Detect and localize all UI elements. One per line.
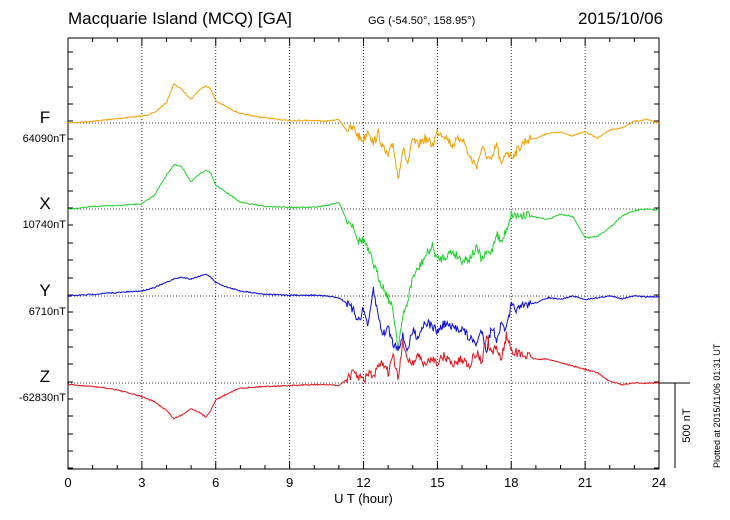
x-tick-label: 12	[356, 475, 370, 490]
x-tick-label: 3	[138, 475, 145, 490]
x-tick-label: 18	[504, 475, 518, 490]
series-line-y	[67, 273, 660, 354]
channel-label-f: F	[39, 108, 51, 127]
series-line-z	[67, 331, 659, 420]
x-tick-label: 0	[64, 475, 71, 490]
scale-bar-label: 500 nT	[681, 408, 693, 443]
baseline-label-x: 10740nT	[22, 219, 66, 231]
baseline-label-z: -62830nT	[18, 392, 66, 404]
x-tick-label: 15	[430, 475, 444, 490]
x-axis-title: U T (hour)	[334, 491, 393, 506]
series-line-x	[67, 163, 660, 346]
baseline-label-f: 64090nT	[22, 133, 66, 145]
channel-label-x: X	[39, 194, 51, 213]
station-title: Macquarie Island (MCQ) [GA]	[68, 9, 292, 28]
channel-label-z: Z	[39, 367, 51, 386]
station-coordinates: GG (-54.50°, 158.95°)	[368, 15, 476, 27]
date-label: 2015/10/06	[578, 9, 664, 28]
series-line-f	[67, 82, 660, 181]
plotted-timestamp: Plotted at 2015/11/06 01:31 UT	[712, 343, 722, 468]
baseline-label-y: 6710nT	[28, 306, 66, 318]
x-tick-label: 6	[212, 475, 219, 490]
x-tick-label: 9	[286, 475, 293, 490]
x-tick-label: 24	[652, 475, 666, 490]
channel-label-y: Y	[39, 281, 51, 300]
x-tick-label: 21	[578, 475, 592, 490]
